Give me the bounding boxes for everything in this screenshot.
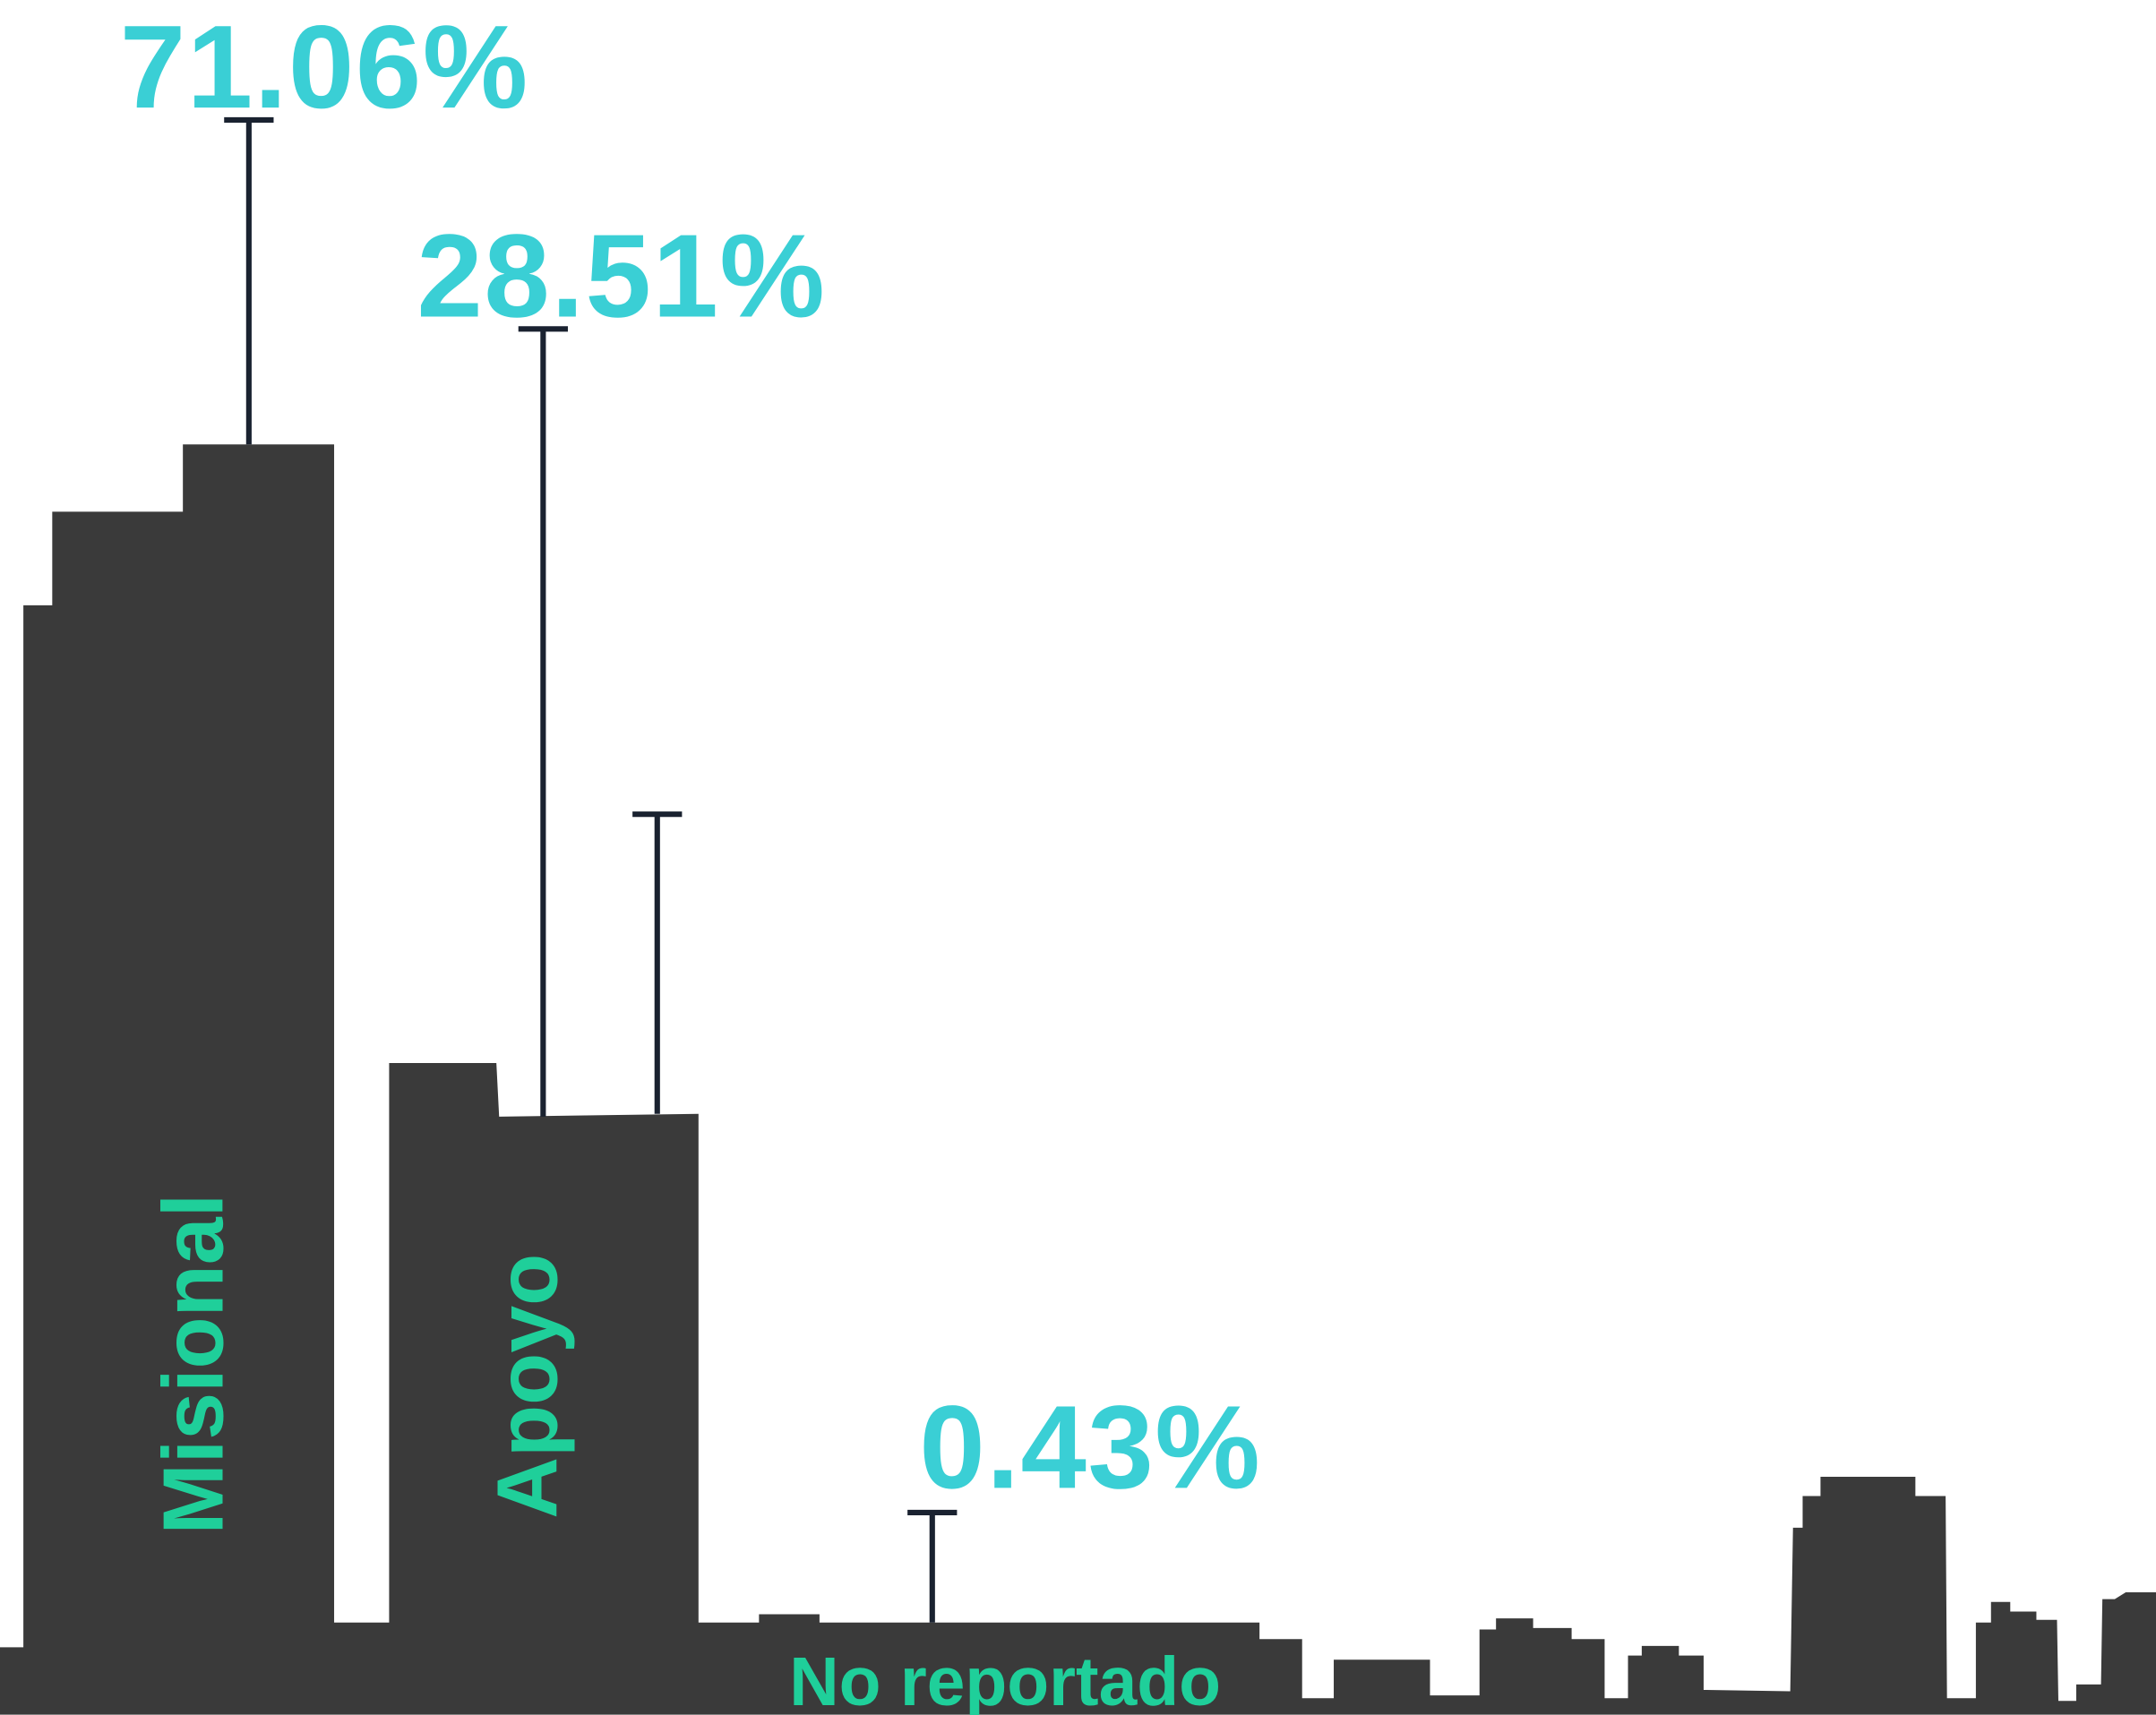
category-label: Misional: [147, 1194, 242, 1535]
skyline: [0, 444, 2156, 1714]
category-label: Apoyo: [481, 1254, 576, 1519]
page: {"chart_data": {"type": "bar", "categori…: [0, 0, 2156, 1715]
category-label: No reportado: [789, 1644, 1221, 1715]
chart: 71.06% Misional 28.51% Apoyo 0.43% No reporta…: [0, 0, 2156, 1715]
value-label: 0.43%: [919, 1380, 1261, 1513]
value-label: 71.06%: [120, 0, 529, 133]
value-label: 28.51%: [417, 209, 826, 341]
